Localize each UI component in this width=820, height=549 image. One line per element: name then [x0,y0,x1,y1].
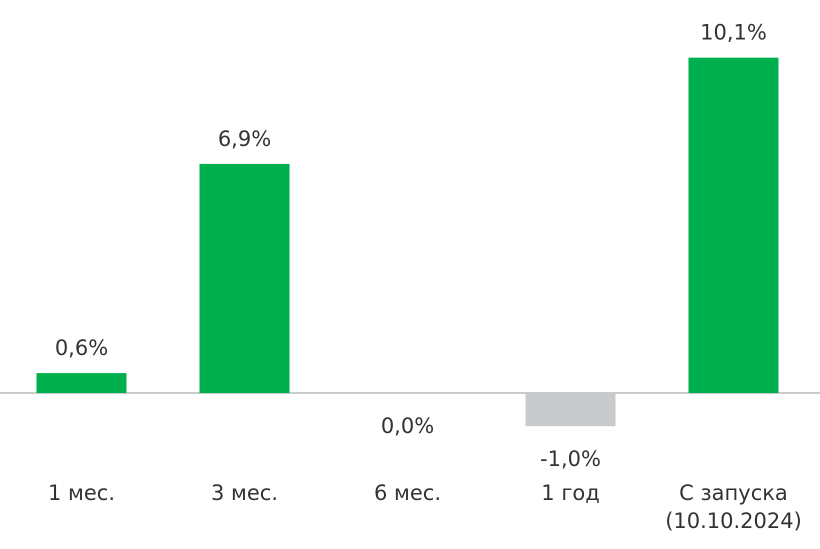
x-tick-label: 1 мес. [47,481,116,505]
value-label: 6,9% [218,127,271,151]
x-tick-label: С запуска (10.10.2024) [665,481,802,533]
bar [688,57,779,394]
value-label: -1,0% [540,447,601,471]
bar [199,163,290,393]
x-tick-label: 6 мес. [373,481,442,505]
bar [36,373,127,393]
value-label: 0,0% [381,414,434,438]
x-tick-label: 1 год [541,481,600,505]
bar [525,393,616,427]
value-label: 10,1% [700,21,767,45]
x-tick-label: 3 мес. [210,481,279,505]
value-label: 0,6% [55,336,108,360]
